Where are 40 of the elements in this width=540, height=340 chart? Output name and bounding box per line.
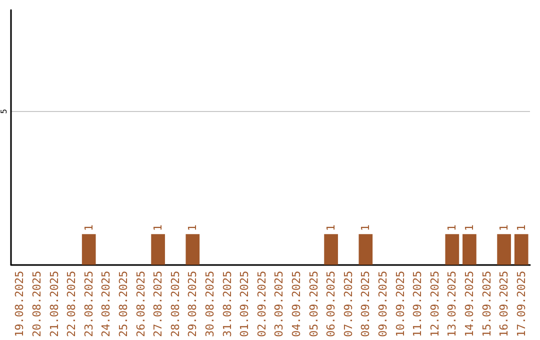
- data-label: 1: [82, 224, 96, 232]
- x-tick-label: 07.09.2025: [342, 270, 355, 338]
- data-label: 1: [498, 224, 511, 232]
- x-tick-label: 13.09.2025: [446, 270, 459, 338]
- x-tick-label: 29.08.2025: [186, 270, 200, 338]
- x-tick-label: 16.09.2025: [498, 270, 511, 338]
- x-tick-label: 24.08.2025: [100, 270, 113, 338]
- x-tick-label: 17.09.2025: [514, 270, 528, 338]
- x-tick-label: 20.08.2025: [30, 270, 44, 338]
- x-tick-label: 22.08.2025: [65, 270, 78, 338]
- x-tick-label: 27.08.2025: [152, 270, 165, 338]
- x-tick-label: 28.08.2025: [168, 270, 182, 338]
- x-tick-label: 06.09.2025: [324, 270, 338, 338]
- data-label: 1: [514, 224, 528, 232]
- x-tick-label: 03.09.2025: [272, 270, 286, 338]
- data-label: 1: [186, 224, 200, 232]
- data-label: 1: [152, 224, 165, 232]
- x-tick-label: 10.09.2025: [394, 270, 407, 338]
- x-tick-label: 14.09.2025: [462, 270, 476, 338]
- x-tick-label: 23.08.2025: [82, 270, 96, 338]
- x-tick-label: 21.08.2025: [48, 270, 61, 338]
- x-tick-label: 09.09.2025: [376, 270, 390, 338]
- data-label: 1: [324, 224, 338, 232]
- x-tick-label: 31.08.2025: [220, 270, 234, 338]
- data-label: 1: [462, 224, 476, 232]
- x-tick-label: 01.09.2025: [238, 270, 252, 338]
- x-tick-label: 26.08.2025: [134, 270, 148, 338]
- x-tick-label: 30.08.2025: [203, 270, 216, 338]
- x-tick-label: 15.09.2025: [480, 270, 494, 338]
- data-label: 1: [446, 224, 459, 232]
- x-tick-label: 04.09.2025: [290, 270, 303, 338]
- x-tick-label: 19.08.2025: [13, 270, 26, 338]
- x-tick-label: 02.09.2025: [255, 270, 268, 338]
- y-tick-label: 5: [0, 108, 8, 114]
- x-tick-label: 25.08.2025: [116, 270, 130, 338]
- data-label: 1: [359, 224, 372, 232]
- x-tick-label: 05.09.2025: [307, 270, 320, 338]
- x-tick-label: 12.09.2025: [428, 270, 442, 338]
- x-tick-label: 08.09.2025: [359, 270, 372, 338]
- x-tick-label: 11.09.2025: [411, 270, 424, 338]
